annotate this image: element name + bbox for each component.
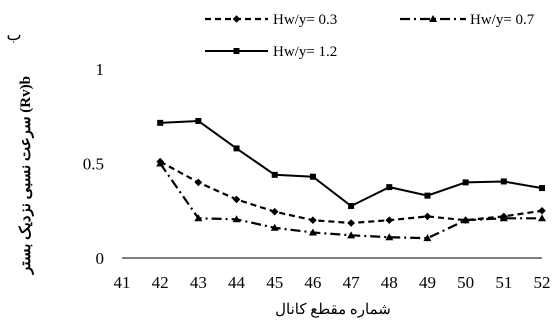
series-3-point bbox=[233, 145, 240, 152]
series-1-point bbox=[309, 216, 317, 224]
legend-marker-2 bbox=[429, 15, 437, 22]
legend-marker-1 bbox=[232, 15, 241, 23]
series-2-point bbox=[499, 214, 508, 222]
x-tick-label: 41 bbox=[114, 273, 131, 292]
series-1-point bbox=[194, 178, 203, 187]
series-3-point bbox=[539, 185, 545, 192]
legend-label-3: Hw/y= 1.2 bbox=[273, 44, 337, 60]
x-tick-labels: 41 42 43 44 45 46 47 48 49 50 51 52 bbox=[114, 273, 551, 292]
y-axis-label: سرعت نسبی نزدیک بستر (Rv)b bbox=[18, 76, 34, 275]
series-2-point bbox=[308, 228, 317, 236]
series-2-point bbox=[347, 231, 356, 239]
x-tick-label: 52 bbox=[534, 273, 551, 292]
series-2-point bbox=[232, 215, 241, 223]
series-3-point bbox=[157, 119, 164, 126]
panel-label: ب bbox=[6, 27, 21, 44]
series-1-point bbox=[270, 207, 279, 216]
series-1-point bbox=[385, 216, 394, 224]
y-tick-labels: 00.51 bbox=[83, 60, 104, 268]
series-3-point bbox=[309, 173, 316, 180]
x-axis-label: شماره مقطع کانال bbox=[275, 302, 391, 318]
x-tick-label: 44 bbox=[228, 273, 246, 292]
series-line-3 bbox=[160, 119, 543, 208]
series-3-point bbox=[271, 171, 278, 178]
legend-label-1: Hw/y= 0.3 bbox=[273, 12, 337, 28]
legend: Hw/y= 0.3 Hw/y= 0.7 Hw/y= 1.2 bbox=[205, 12, 535, 60]
series-line-1 bbox=[159, 160, 543, 225]
series-line-2 bbox=[159, 162, 542, 240]
series-1-point bbox=[232, 195, 241, 204]
x-tick-label: 45 bbox=[266, 273, 283, 292]
series-1-point bbox=[347, 219, 355, 227]
series-2-point bbox=[270, 223, 279, 231]
series-3-point bbox=[500, 178, 507, 185]
x-tick-label: 42 bbox=[152, 273, 169, 292]
series-3-point bbox=[424, 192, 431, 199]
x-tick-label: 49 bbox=[419, 273, 436, 292]
series-group bbox=[156, 117, 546, 242]
series-2-point bbox=[156, 159, 165, 167]
y-tick-label: 0.5 bbox=[83, 155, 104, 174]
series-3-point bbox=[348, 203, 355, 210]
series-2-point bbox=[194, 214, 203, 222]
y-tick-label: 0 bbox=[96, 249, 105, 268]
series-3-point bbox=[195, 117, 202, 124]
series-1-point bbox=[538, 206, 546, 215]
x-tick-label: 51 bbox=[495, 273, 512, 292]
series-2-point bbox=[385, 233, 394, 241]
series-3-point bbox=[386, 184, 393, 191]
y-tick-label: 1 bbox=[96, 60, 105, 79]
series-2-point bbox=[461, 216, 470, 224]
x-tick-label: 50 bbox=[457, 273, 474, 292]
series-1-point bbox=[423, 212, 432, 221]
series-2-point bbox=[423, 234, 432, 242]
legend-marker-3 bbox=[233, 48, 240, 54]
legend-label-2: Hw/y= 0.7 bbox=[470, 12, 535, 28]
series-3-point bbox=[462, 179, 469, 186]
x-tick-label: 47 bbox=[343, 273, 361, 292]
x-tick-label: 48 bbox=[381, 273, 398, 292]
x-tick-label: 46 bbox=[304, 273, 321, 292]
series-2-point bbox=[538, 214, 546, 222]
x-tick-label: 43 bbox=[190, 273, 207, 292]
